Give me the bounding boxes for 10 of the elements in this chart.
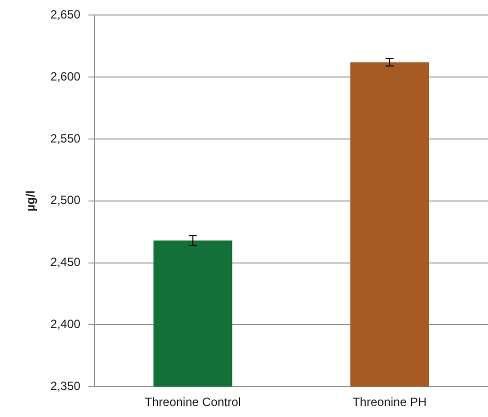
y-tick-label: 2,400: [50, 317, 81, 332]
y-tick-label: 2,350: [50, 378, 81, 393]
y-tick-label: 2,550: [50, 131, 81, 146]
y-tick-label: 2,650: [50, 8, 81, 22]
y-tick-label: 2,500: [50, 193, 81, 208]
y-tick-label: 2,450: [50, 255, 81, 270]
y-axis-title: µg/l: [24, 190, 38, 212]
y-tick-label: 2,600: [50, 69, 81, 84]
x-tick-label: Threonine PH: [352, 395, 427, 410]
x-tick-label: Threonine Control: [144, 395, 241, 410]
